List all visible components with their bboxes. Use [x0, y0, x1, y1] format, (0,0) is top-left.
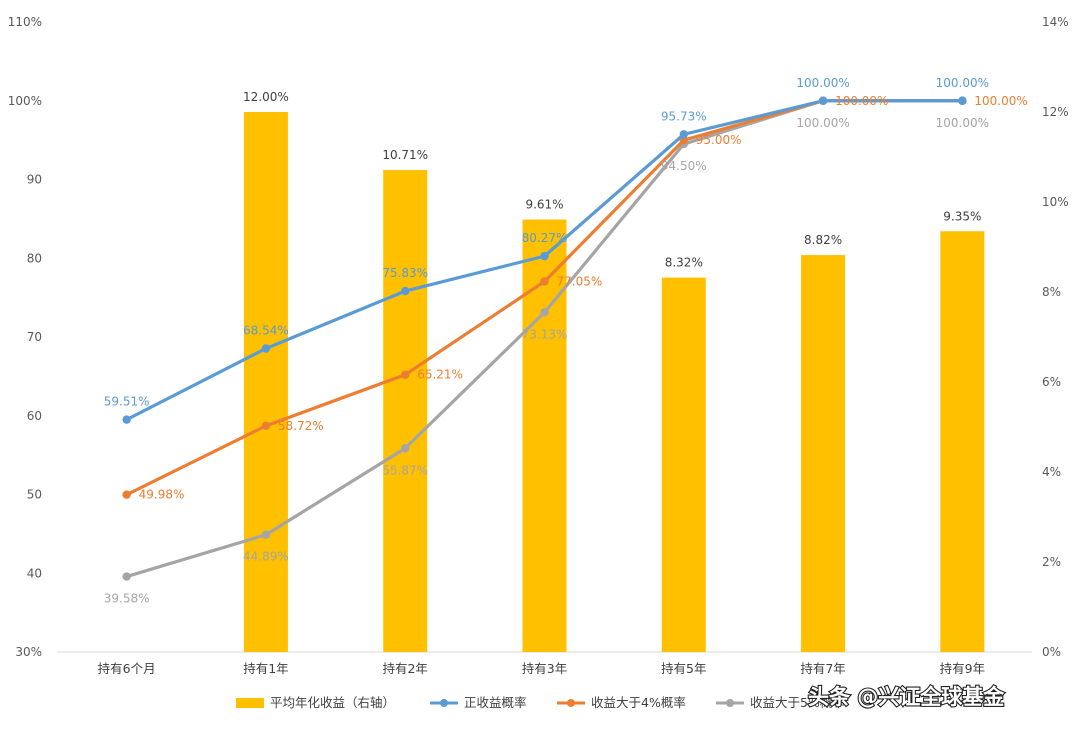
line-data-label: 100.00% — [796, 76, 849, 90]
left-tick-label: 100% — [8, 94, 42, 108]
category-label: 持有3年 — [522, 661, 567, 676]
bar-data-label: 9.61% — [525, 198, 563, 212]
series-point — [958, 96, 967, 105]
line-data-label: 75.83% — [382, 266, 428, 280]
line-data-label: 94.50% — [661, 159, 707, 173]
left-tick-label: 70 — [27, 330, 42, 344]
line-data-label: 39.58% — [104, 592, 150, 606]
left-tick-label: 30% — [15, 645, 42, 659]
right-tick-label: 14% — [1042, 15, 1069, 29]
legend-marker — [440, 699, 448, 707]
legend-swatch — [236, 698, 264, 708]
line-data-label: 100.00% — [796, 116, 849, 130]
bar — [383, 170, 428, 653]
line-data-label: 59.51% — [104, 395, 150, 409]
right-tick-label: 10% — [1042, 195, 1069, 209]
right-tick-label: 8% — [1042, 285, 1061, 299]
data-labels: 12.00% 10.71% 9.61% 8.32% 8.82% 9.35% 59.51% 68… — [104, 76, 1028, 606]
line-data-label: 95.73% — [661, 109, 707, 123]
line-data-label: 77.05% — [557, 274, 603, 288]
legend: 平均年化收益（右轴） 正收益概率 收益大于4%概率 收益大于5%概率 — [236, 695, 845, 710]
series-point — [122, 572, 131, 581]
bar-data-label: 8.32% — [665, 256, 703, 270]
category-label: 持有6个月 — [98, 661, 156, 676]
axes: 30% 40 50 60 70 80 90 100% 110% 0% 2% 4% 6% 8% 10% 12% 1… — [8, 15, 1069, 676]
bar-data-label: 8.82% — [804, 233, 842, 247]
series-point — [540, 308, 549, 317]
line-data-label: 65.21% — [417, 368, 463, 382]
legend-label: 正收益概率 — [464, 695, 527, 710]
bars — [243, 112, 985, 653]
series-point — [818, 96, 828, 105]
right-tick-label: 0% — [1042, 645, 1061, 659]
series-point — [540, 251, 549, 261]
series-point — [261, 344, 271, 353]
series-point — [261, 530, 271, 539]
line-data-label: 68.54% — [243, 323, 289, 337]
line-data-label: 49.98% — [139, 488, 185, 502]
bar-data-label: 9.35% — [943, 209, 981, 223]
legend-label: 收益大于4%概率 — [591, 695, 686, 710]
line-data-label: 44.89% — [243, 550, 289, 564]
left-tick-label: 40 — [27, 566, 42, 580]
line-data-label: 80.27% — [522, 231, 568, 245]
left-tick-label: 50 — [27, 488, 42, 502]
series-point — [540, 277, 549, 286]
left-tick-label: 60 — [27, 409, 42, 423]
legend-marker — [726, 699, 734, 707]
right-tick-label: 12% — [1042, 105, 1069, 119]
series-point — [122, 415, 131, 424]
right-tick-label: 2% — [1042, 555, 1061, 569]
left-tick-label: 80 — [27, 251, 42, 265]
right-tick-label: 6% — [1042, 375, 1061, 389]
category-label: 持有9年 — [940, 661, 985, 676]
series-point — [261, 421, 271, 431]
category-label: 持有1年 — [243, 661, 288, 676]
legend-label: 收益大于5%概率 — [750, 695, 845, 710]
line-data-label: 100.00% — [936, 116, 989, 130]
bar — [661, 277, 706, 652]
bar-data-label: 12.00% — [243, 90, 289, 104]
legend-marker — [567, 699, 575, 707]
line-data-label: 100.00% — [936, 76, 989, 90]
series-point — [401, 370, 410, 379]
series-point — [679, 130, 688, 139]
left-tick-label: 90 — [27, 173, 42, 187]
category-label: 持有5年 — [661, 661, 706, 676]
line-data-label: 95.00% — [696, 133, 742, 147]
bar — [940, 231, 985, 652]
bar — [801, 255, 846, 652]
category-label: 持有7年 — [800, 661, 845, 676]
series-point — [122, 490, 131, 499]
legend-label: 平均年化收益（右轴） — [270, 695, 395, 710]
series-point — [401, 286, 410, 296]
watermark: 头条 @兴证全球基金 — [808, 685, 1005, 709]
line-data-label: 58.72% — [278, 419, 324, 433]
bar-data-label: 10.71% — [382, 148, 428, 162]
right-tick-label: 4% — [1042, 465, 1061, 479]
lines — [122, 96, 967, 581]
line-data-label: 100.00% — [974, 94, 1027, 108]
line-data-label: 73.13% — [522, 327, 568, 341]
left-tick-label: 110% — [8, 15, 42, 29]
bar — [243, 112, 288, 652]
line-data-label: 100.00% — [835, 94, 888, 108]
line-data-label: 55.87% — [382, 463, 428, 477]
category-label: 持有2年 — [382, 661, 427, 676]
series-point — [401, 444, 410, 453]
